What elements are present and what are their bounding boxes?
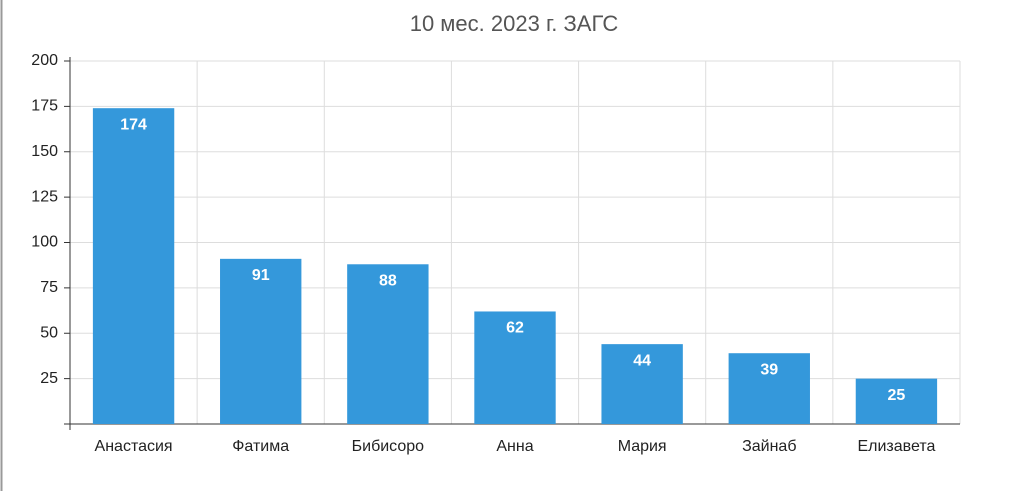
x-tick-label: Зайнаб bbox=[742, 438, 796, 455]
y-tick-label: 25 bbox=[40, 370, 58, 387]
bar bbox=[855, 378, 938, 424]
bar bbox=[92, 108, 175, 424]
bar bbox=[474, 311, 556, 424]
y-tick-label: 125 bbox=[31, 188, 58, 205]
bar bbox=[601, 344, 683, 424]
x-tick-label: Фатима bbox=[232, 438, 289, 455]
value-label: 39 bbox=[760, 361, 778, 378]
bar bbox=[220, 258, 302, 424]
value-label: 25 bbox=[888, 387, 906, 404]
y-tick-label: 50 bbox=[40, 324, 58, 341]
value-label: 62 bbox=[506, 320, 524, 337]
y-tick-label: 75 bbox=[40, 279, 58, 296]
x-tick-label: Анна bbox=[496, 438, 533, 455]
x-tick-label: Анастасия bbox=[95, 438, 173, 455]
y-tick-label: 100 bbox=[31, 234, 58, 251]
x-tick-label: Мария bbox=[618, 438, 667, 455]
bar bbox=[347, 264, 429, 424]
x-tick-label: Елизавета bbox=[857, 438, 935, 455]
value-label: 91 bbox=[252, 267, 270, 284]
y-tick-label: 150 bbox=[31, 143, 58, 160]
chart-subtitle: 10 мес. 2023 г. ЗАГС bbox=[410, 11, 619, 36]
y-tick-label: 175 bbox=[31, 98, 58, 115]
bar bbox=[728, 353, 810, 424]
value-label: 44 bbox=[633, 352, 651, 369]
x-tick-label: Бибисоро bbox=[352, 438, 425, 455]
value-label: 88 bbox=[379, 272, 397, 289]
value-label: 174 bbox=[120, 116, 147, 133]
y-tick-label: 200 bbox=[31, 52, 58, 69]
